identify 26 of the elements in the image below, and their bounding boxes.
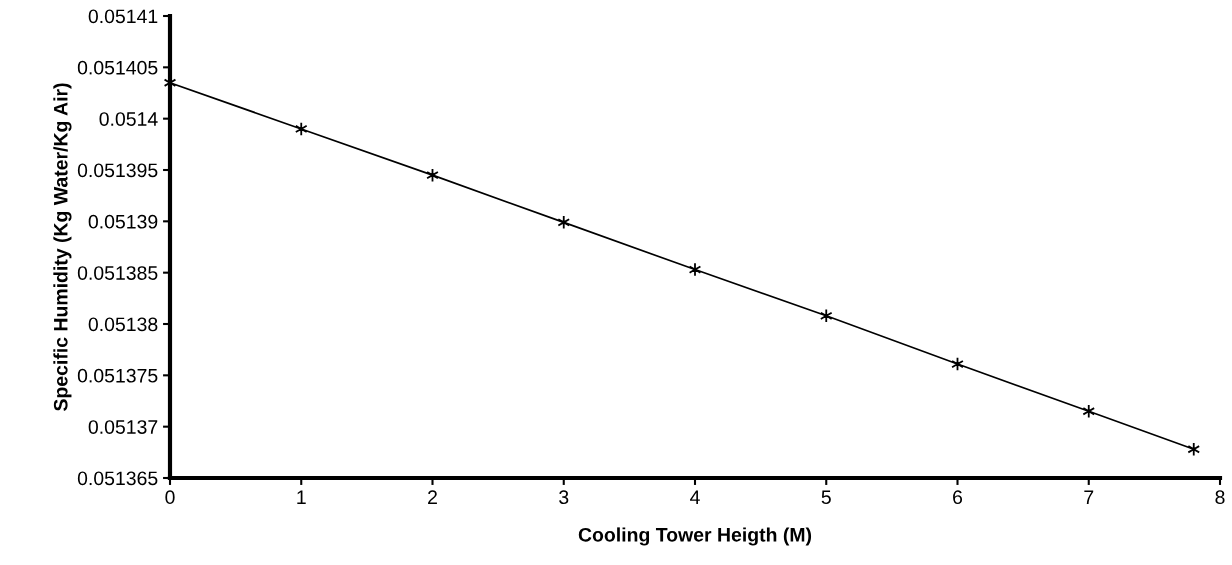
y-tick-label: 0.051375 (77, 368, 158, 383)
y-axis-title: Specific Humidity (Kg Water/Kg Air) (53, 83, 72, 411)
x-tick-label: 6 (953, 490, 963, 505)
y-tick-label: 0.051395 (77, 163, 158, 178)
y-tick-label: 0.051385 (77, 266, 158, 280)
y-tick-label: 0.05139 (88, 214, 158, 229)
x-tick-label: 3 (559, 490, 569, 505)
point (819, 308, 833, 323)
y-tick-label: 0.05141 (88, 9, 158, 24)
point (1082, 404, 1096, 419)
point (1187, 442, 1201, 457)
x-tick-label: 5 (821, 490, 831, 505)
x-tick-label: 1 (297, 490, 306, 504)
point (557, 215, 571, 230)
x-tick-label: 2 (428, 490, 437, 504)
x-axis-title: Cooling Tower Heigth (M) (578, 527, 812, 546)
x-tick-label: 0 (165, 490, 175, 505)
point (294, 121, 308, 137)
x-tick-label: 4 (690, 490, 700, 504)
x-tick-label: 7 (1084, 490, 1094, 504)
y-tick-label: 0.051365 (77, 471, 158, 486)
y-tick-label: 0.05138 (88, 317, 158, 332)
y-tick-label: 0.0514 (99, 112, 158, 126)
y-tick-label: 0.05137 (88, 420, 158, 434)
x-tick-label: 8 (1215, 490, 1225, 505)
y-tick-label: 0.051405 (77, 60, 158, 75)
